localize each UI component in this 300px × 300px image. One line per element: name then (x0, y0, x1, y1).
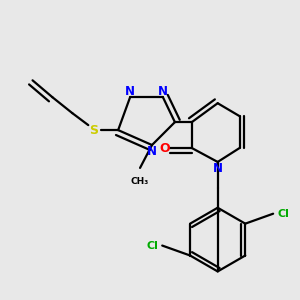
Text: N: N (147, 146, 157, 158)
Text: Cl: Cl (146, 241, 158, 250)
Text: N: N (158, 85, 168, 98)
Text: N: N (213, 162, 223, 176)
Text: O: O (160, 142, 170, 154)
Text: Cl: Cl (277, 209, 289, 219)
Text: N: N (125, 85, 135, 98)
Text: CH₃: CH₃ (131, 177, 149, 186)
Text: S: S (89, 124, 98, 136)
